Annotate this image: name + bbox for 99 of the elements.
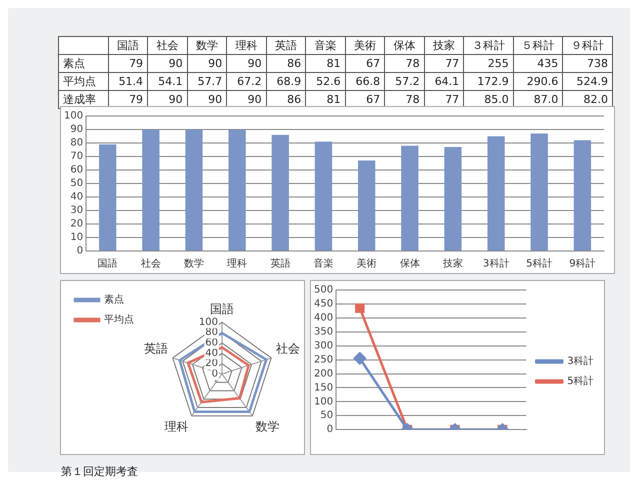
data-label: 68.9	[266, 72, 306, 90]
y-tick-label: 450	[314, 298, 334, 310]
data-label: 57.7	[187, 72, 227, 90]
legend-label: 平均点	[58, 72, 108, 90]
category-label: ３科計	[464, 36, 514, 54]
y-tick-label: 80	[205, 327, 218, 338]
y-tick-label: 40	[205, 348, 218, 359]
data-label: 90	[148, 54, 188, 72]
spoke-label: 国語	[210, 302, 234, 316]
data-label: 255	[464, 54, 514, 72]
data-label: 51.4	[108, 72, 148, 90]
category-label: 国語	[108, 36, 148, 54]
data-label: 90	[226, 90, 266, 108]
y-tick-label: 40	[70, 192, 84, 203]
data-label: 79	[108, 54, 148, 72]
data-label: 86	[266, 54, 306, 72]
data-label: 82.0	[562, 90, 612, 108]
category-label: 技家	[424, 36, 464, 54]
data-label: 67.2	[226, 72, 266, 90]
data-label: 90	[148, 90, 188, 108]
y-tick-label: 150	[314, 382, 334, 394]
y-tick-label: 0	[76, 246, 84, 257]
data-label: 87.0	[513, 90, 563, 108]
data-label: 172.9	[464, 72, 514, 90]
category-label: ５科計	[513, 36, 563, 54]
x-tick-label: 3科計	[482, 258, 510, 270]
data-label: 52.6	[306, 72, 346, 90]
category-label: 保体	[384, 36, 424, 54]
legend-label: 達成率	[58, 90, 108, 108]
y-tick-label: 20	[205, 358, 218, 370]
y-tick-label: 90	[70, 124, 84, 136]
y-tick-label: 60	[205, 338, 218, 349]
category-label: 美術	[345, 36, 385, 54]
data-label: 90	[226, 54, 266, 72]
x-tick-label: 英語	[270, 258, 290, 270]
y-tick-label: 0	[212, 368, 218, 380]
y-tick-label: 250	[314, 354, 334, 366]
text: 第１回定期考査	[61, 464, 138, 479]
data-label: 290.6	[513, 72, 563, 90]
category-label: 数学	[187, 36, 227, 54]
y-tick-label: 400	[314, 312, 334, 324]
y-tick-label: 70	[70, 151, 84, 162]
data-label: 81	[306, 54, 346, 72]
category-label: 音楽	[306, 36, 346, 54]
x-tick-label: 数学	[184, 258, 204, 270]
y-tick-label: 10	[70, 232, 84, 244]
x-tick-label: 5科計	[526, 258, 552, 270]
y-tick-label: 50	[70, 178, 84, 190]
y-tick-label: 350	[314, 326, 334, 338]
x-tick-label: 美術	[356, 258, 377, 270]
data-label: 57.2	[384, 72, 424, 90]
category-label: 理科	[226, 36, 266, 54]
y-tick-label: 0	[326, 424, 334, 436]
data-label: 79	[108, 90, 148, 108]
legend-label: 5科計	[567, 375, 594, 388]
legend-label: 素点	[104, 294, 124, 306]
data-label: 86	[266, 90, 306, 108]
y-tick-label: 200	[314, 368, 334, 380]
data-label: 738	[562, 54, 612, 72]
y-tick-label: 300	[314, 340, 334, 352]
data-label: 78	[384, 90, 424, 108]
y-tick-label: 30	[70, 205, 84, 216]
x-tick-label: 理科	[227, 258, 248, 270]
data-label: 85.0	[464, 90, 514, 108]
data-label: 78	[384, 54, 424, 72]
y-tick-label: 100	[198, 316, 218, 328]
x-tick-label: 9科計	[569, 258, 596, 270]
legend-label: 平均点	[104, 314, 134, 326]
data-label: 67	[345, 54, 385, 72]
data-label: 77	[424, 90, 464, 108]
data-label: 66.8	[345, 72, 385, 90]
category-label: ９科計	[562, 36, 612, 54]
y-tick-label: 100	[64, 110, 84, 122]
spoke-label: 数学	[255, 419, 280, 434]
data-label: 77	[424, 54, 464, 72]
data-label: 54.1	[148, 72, 188, 90]
y-tick-label: 20	[70, 218, 84, 230]
x-tick-label: 技家	[442, 258, 463, 270]
spoke-label: 社会	[276, 341, 300, 356]
y-tick-label: 50	[320, 410, 334, 422]
spoke-label: 理科	[164, 419, 189, 434]
y-tick-label: 80	[70, 138, 84, 149]
category-label: 英語	[266, 36, 306, 54]
category-label: 社会	[148, 36, 188, 54]
x-tick-label: 社会	[140, 258, 161, 270]
data-label: 64.1	[424, 72, 464, 90]
data-label: 524.9	[562, 72, 612, 90]
x-tick-label: 保体	[400, 258, 420, 270]
spoke-label: 英語	[144, 341, 168, 356]
data-label: 81	[306, 90, 346, 108]
data-label: 67	[345, 90, 385, 108]
series-label: 素点	[58, 54, 108, 72]
data-label: 435	[513, 54, 563, 72]
y-tick-label: 100	[314, 396, 334, 408]
legend-label: 3科計	[567, 355, 594, 368]
y-tick-label: 60	[70, 164, 84, 176]
y-tick-label: 500	[314, 284, 334, 296]
x-tick-label: 音楽	[313, 258, 334, 270]
x-tick-label: 国語	[98, 258, 118, 270]
